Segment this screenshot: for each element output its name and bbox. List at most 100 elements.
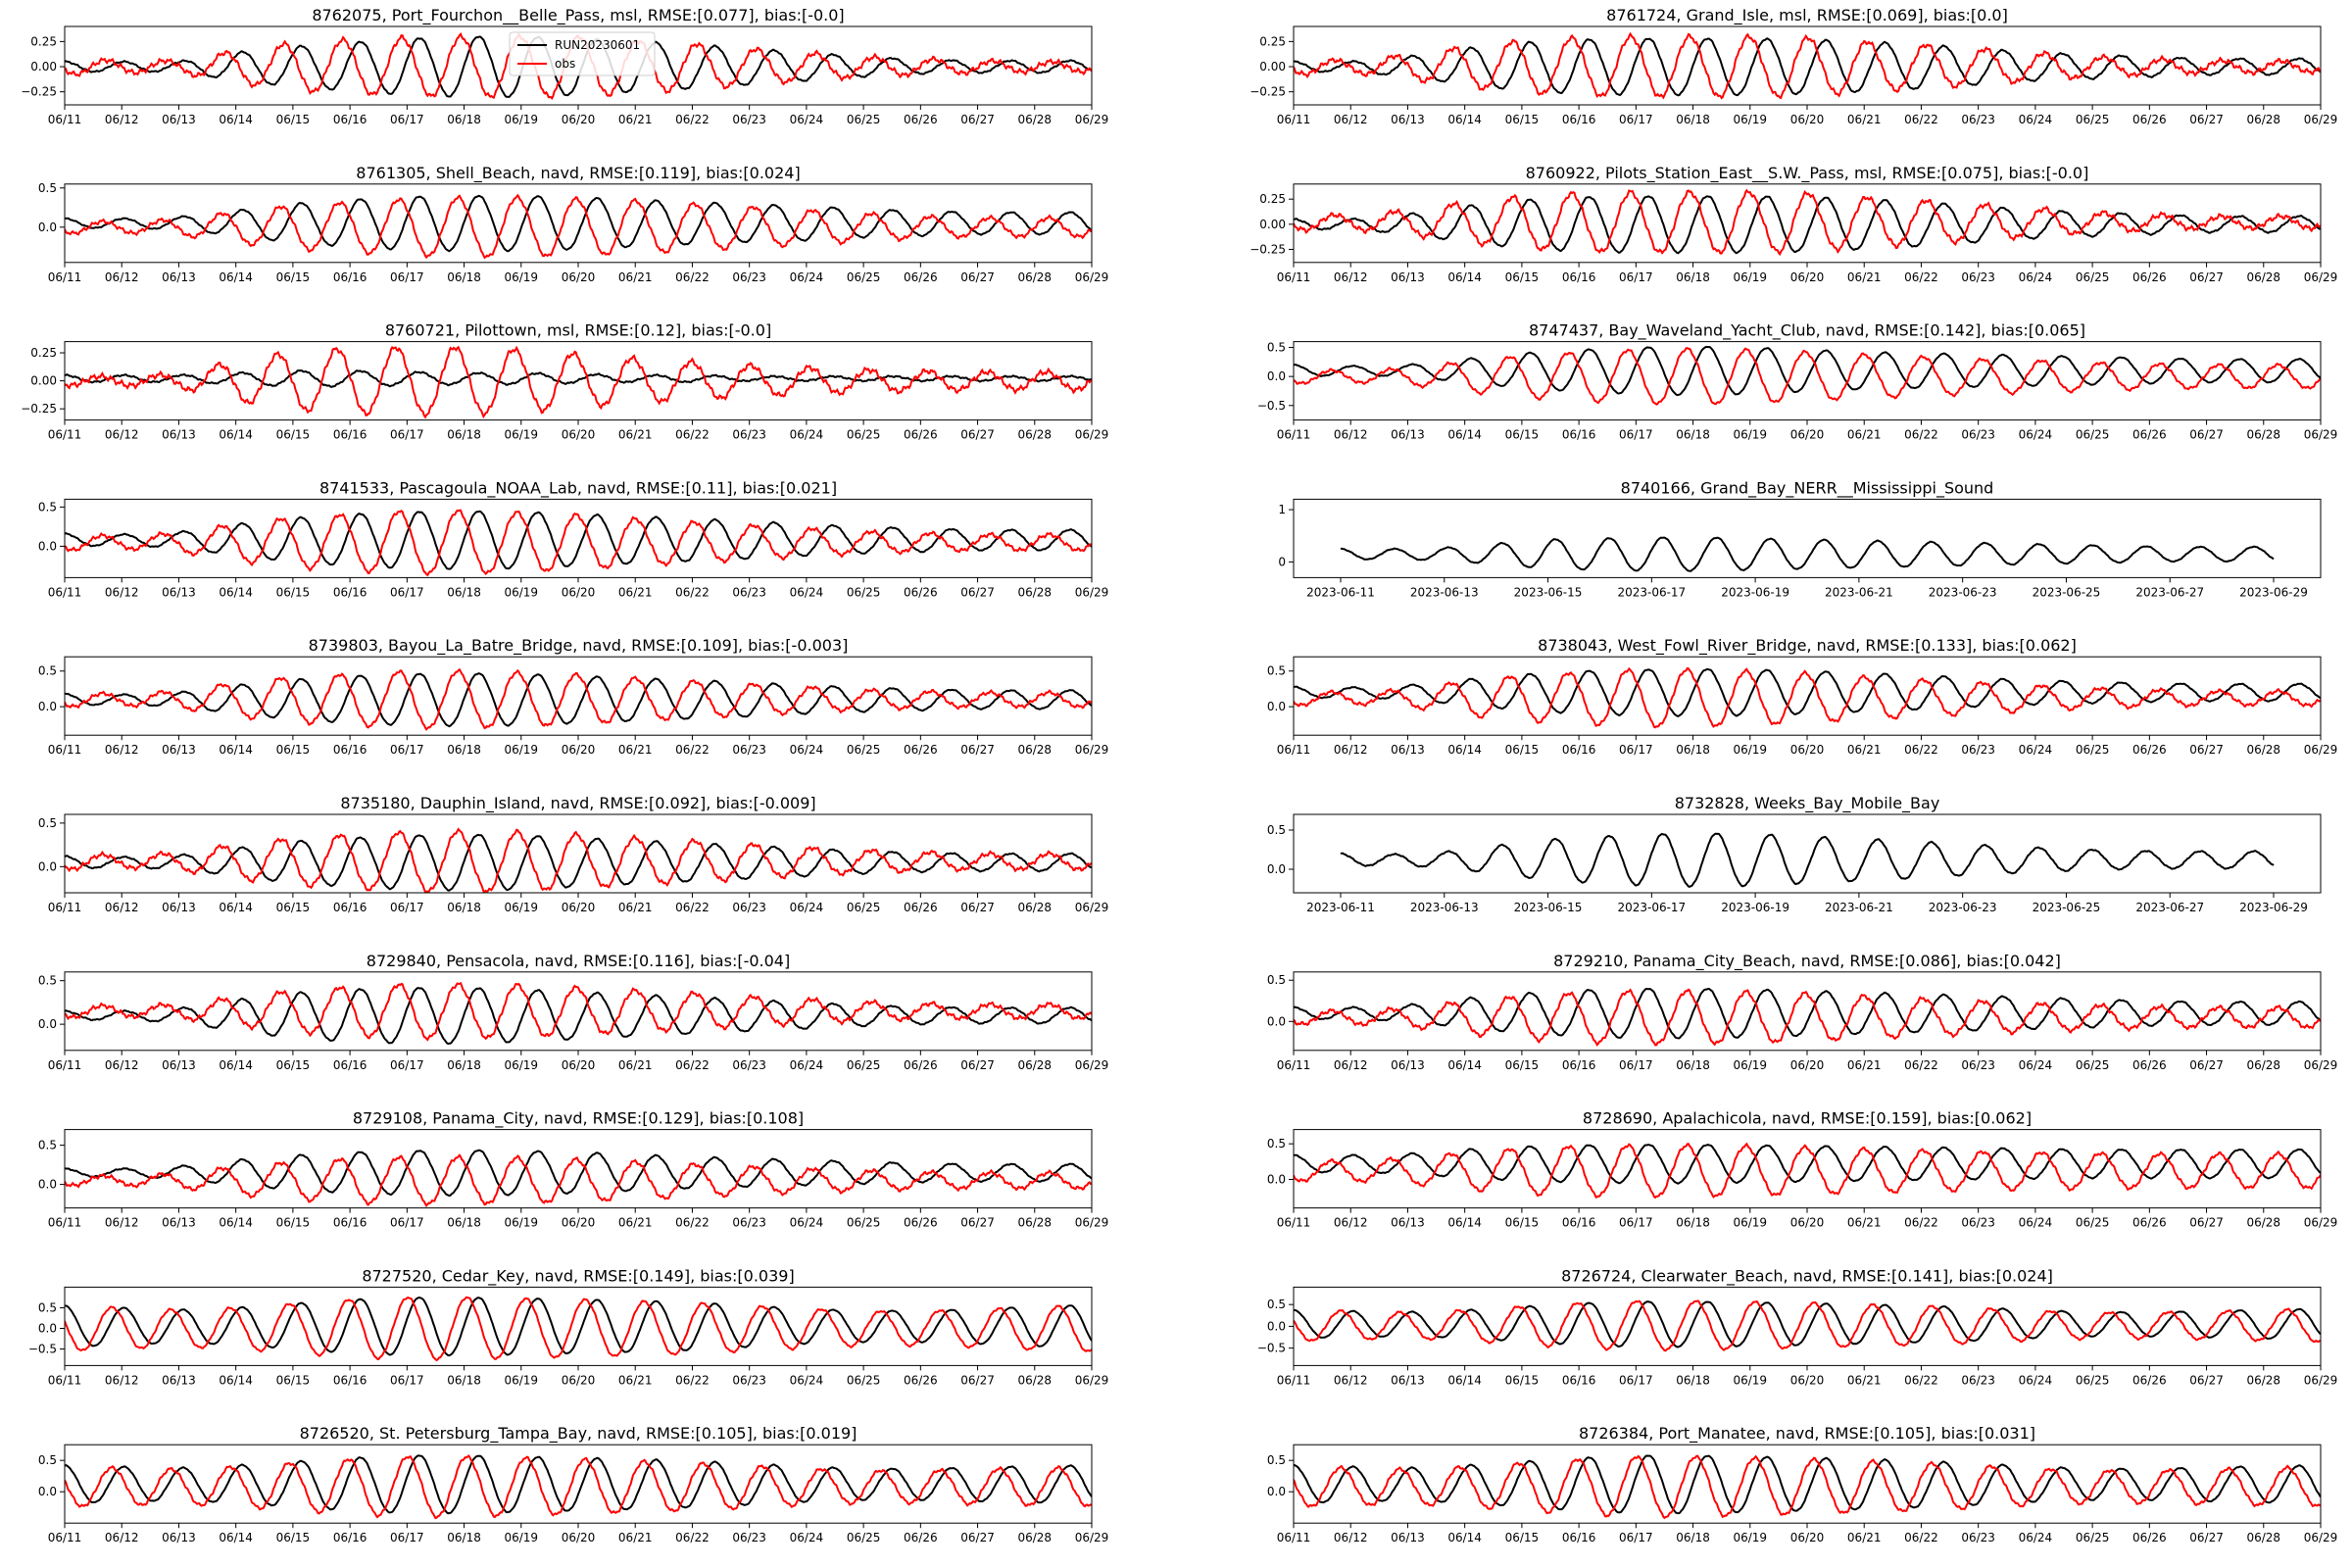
x-tick-label: 06/24	[790, 270, 824, 284]
x-tick-label: 06/17	[390, 428, 424, 442]
x-tick-label: 06/27	[2189, 743, 2224, 757]
x-tick-label: 06/29	[2304, 270, 2338, 284]
x-tick-label: 06/11	[48, 1373, 82, 1387]
x-tick-label: 06/16	[333, 585, 368, 599]
series-line-obs	[65, 345, 1092, 419]
x-tick-label: 06/11	[1277, 1373, 1311, 1387]
x-tick-label: 06/21	[1847, 1531, 1882, 1544]
x-tick-label: 06/28	[2246, 743, 2280, 757]
x-tick-label: 06/22	[675, 1373, 710, 1387]
y-tick-label: 0.5	[38, 664, 57, 678]
x-tick-label: 06/24	[790, 1058, 824, 1072]
x-tick-label: 06/15	[1505, 428, 1540, 442]
x-tick-label: 06/19	[1733, 113, 1767, 126]
x-tick-label: 06/23	[1961, 1216, 1995, 1230]
x-tick-label: 06/13	[162, 1531, 196, 1544]
x-tick-label: 06/26	[904, 1531, 938, 1544]
subplot-title: 8735180, Dauphin_Island, navd, RMSE:[0.0…	[340, 794, 815, 813]
x-tick-label: 06/12	[1334, 743, 1368, 757]
x-tick-label: 06/14	[219, 1058, 253, 1072]
subplot-9: 8739803, Bayou_La_Batre_Bridge, navd, RM…	[38, 636, 1108, 757]
x-tick-label: 06/12	[1334, 1531, 1368, 1544]
x-tick-label: 06/21	[1847, 1216, 1882, 1230]
x-tick-label: 06/20	[1790, 1373, 1825, 1387]
x-tick-label: 06/26	[2132, 1216, 2167, 1230]
x-tick-label: 06/13	[1391, 1058, 1425, 1072]
x-tick-label: 06/18	[447, 585, 481, 599]
y-tick-label: 0.0	[38, 700, 57, 713]
plot-frame	[1293, 656, 2322, 736]
x-tick-label: 06/28	[2246, 1216, 2280, 1230]
subplot-5: 8760721, Pilottown, msl, RMSE:[0.12], bi…	[21, 321, 1108, 442]
x-tick-label: 06/21	[1847, 743, 1882, 757]
x-tick-label: 06/20	[562, 113, 596, 126]
x-tick-label: 06/16	[333, 1531, 368, 1544]
subplot-18: 8726724, Clearwater_Beach, navd, RMSE:[0…	[1257, 1266, 2337, 1387]
x-tick-label: 2023-06-13	[1410, 901, 1479, 914]
x-tick-label: 2023-06-13	[1410, 585, 1479, 599]
series-line-obs	[65, 667, 1092, 731]
y-tick-label: 0.0	[1267, 1014, 1286, 1028]
x-tick-label: 06/28	[2246, 428, 2280, 442]
x-tick-label: 06/18	[1676, 113, 1710, 126]
x-tick-label: 06/16	[1562, 270, 1596, 284]
x-tick-label: 06/18	[447, 1058, 481, 1072]
x-tick-label: 06/24	[2019, 1373, 2053, 1387]
x-tick-label: 06/19	[1733, 1531, 1767, 1544]
x-tick-label: 06/16	[333, 1216, 368, 1230]
x-tick-label: 06/25	[2076, 1373, 2110, 1387]
y-tick-label: 0.0	[1267, 1319, 1286, 1333]
x-tick-label: 06/18	[1676, 1531, 1710, 1544]
x-tick-label: 06/21	[618, 113, 653, 126]
series-line-model	[1294, 1143, 2321, 1185]
x-tick-label: 06/29	[1075, 270, 1109, 284]
x-tick-label: 2023-06-11	[1306, 901, 1375, 914]
x-tick-label: 06/27	[960, 270, 995, 284]
x-tick-label: 06/16	[333, 1373, 368, 1387]
x-tick-label: 06/26	[904, 585, 938, 599]
x-tick-label: 06/21	[618, 743, 653, 757]
x-tick-label: 06/13	[1391, 743, 1425, 757]
x-tick-label: 06/23	[732, 901, 766, 914]
subplot-title: 8729840, Pensacola, navd, RMSE:[0.116], …	[367, 952, 790, 970]
series-line-model	[65, 194, 1092, 253]
x-tick-label: 06/20	[1790, 1058, 1825, 1072]
x-tick-label: 06/15	[1505, 113, 1540, 126]
x-tick-label: 06/14	[219, 113, 253, 126]
x-tick-label: 06/17	[390, 270, 424, 284]
x-tick-label: 06/14	[1447, 270, 1482, 284]
x-tick-label: 06/23	[1961, 1373, 1995, 1387]
subplot-title: 8760721, Pilottown, msl, RMSE:[0.12], bi…	[385, 321, 771, 340]
x-tick-label: 2023-06-23	[1929, 585, 1997, 599]
subplot-title: 8726384, Port_Manatee, navd, RMSE:[0.105…	[1579, 1424, 2035, 1444]
series-line-model	[65, 672, 1092, 728]
x-tick-label: 06/13	[1391, 270, 1425, 284]
x-tick-label: 06/15	[276, 901, 311, 914]
x-tick-label: 06/11	[1277, 1216, 1311, 1230]
x-tick-label: 06/15	[1505, 270, 1540, 284]
x-tick-label: 06/17	[390, 743, 424, 757]
subplot-1: 8762075, Port_Fourchon__Belle_Pass, msl,…	[21, 6, 1108, 126]
x-tick-label: 06/29	[2304, 1216, 2338, 1230]
series-line-obs	[1294, 988, 2321, 1047]
x-tick-label: 06/26	[2132, 113, 2167, 126]
series-line-obs	[1294, 1142, 2321, 1200]
y-tick-label: 0.5	[1267, 1298, 1286, 1311]
y-tick-label: 0.5	[38, 1139, 57, 1152]
series-line-model	[1294, 667, 2321, 717]
subplot-3: 8761305, Shell_Beach, navd, RMSE:[0.119]…	[38, 164, 1108, 284]
y-tick-label: 0.5	[1267, 664, 1286, 678]
x-tick-label: 06/17	[390, 901, 424, 914]
y-tick-label: 0.0	[38, 1178, 57, 1192]
x-tick-label: 06/14	[219, 428, 253, 442]
x-tick-label: 06/12	[1334, 1058, 1368, 1072]
x-tick-label: 06/21	[1847, 1373, 1882, 1387]
x-tick-label: 06/16	[1562, 1216, 1596, 1230]
x-tick-label: 06/21	[1847, 428, 1882, 442]
x-tick-label: 06/16	[333, 1058, 368, 1072]
x-tick-label: 06/11	[48, 585, 82, 599]
x-tick-label: 06/29	[2304, 1531, 2338, 1544]
series-line-obs	[65, 981, 1092, 1042]
x-tick-label: 06/24	[2019, 428, 2053, 442]
y-tick-label: 0.5	[1267, 973, 1286, 987]
